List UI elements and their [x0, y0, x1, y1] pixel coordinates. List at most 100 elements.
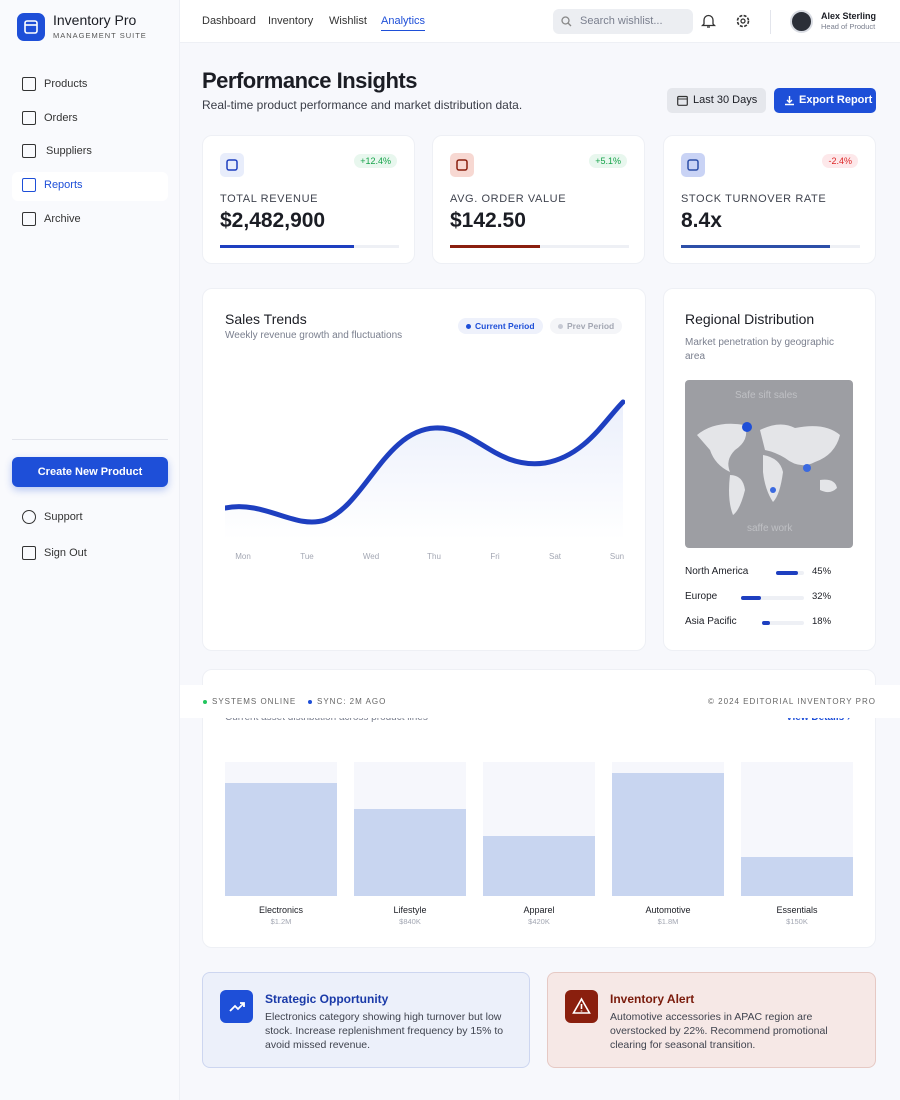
regional-title: Regional Distribution [685, 311, 815, 327]
page-subtitle: Real-time product performance and market… [202, 98, 523, 112]
search-placeholder: Search wishlist... [580, 15, 663, 27]
nav-icon [22, 144, 36, 158]
world-map: Safe sift sales saffe work [685, 380, 853, 548]
kpi-change: +12.4% [354, 154, 397, 168]
legend-label: Prev Period [567, 321, 615, 331]
bar-value: $1.8M [657, 917, 679, 926]
copyright: © 2024 EDITORIAL INVENTORY PRO [708, 697, 876, 706]
status-dot [308, 700, 312, 704]
region-share: 32% [812, 591, 832, 602]
kpi-card: +5.1% AVG. ORDER VALUE $142.50 [432, 135, 645, 264]
kpi-progress [681, 245, 830, 248]
kpi-icon [220, 153, 244, 177]
region-name: Asia Pacific [685, 616, 737, 627]
nav-item[interactable]: Products [44, 78, 88, 90]
sales-subtitle: Weekly revenue growth and fluctuations [225, 330, 403, 341]
region-bar [741, 596, 761, 600]
bar [225, 783, 337, 896]
footer-link[interactable]: Support [44, 511, 83, 523]
trend-area [225, 402, 623, 540]
nav-item[interactable]: Orders [44, 112, 78, 124]
alert-text: Electronics category showing high turnov… [265, 1011, 504, 1051]
brand-title: Inventory Pro [53, 12, 137, 28]
kpi-track [450, 245, 629, 248]
alert-icon [565, 990, 598, 1023]
kpi-progress [450, 245, 540, 248]
alert-inventory: Inventory Alert Automotive accessories i… [547, 972, 876, 1068]
kpi-label: STOCK TURNOVER RATE [681, 193, 827, 205]
search-box[interactable]: Search wishlist... [553, 9, 693, 34]
bar-label: Essentials [776, 905, 818, 915]
nav-tab[interactable]: Analytics [381, 15, 426, 31]
map-watermark: saffe work [747, 523, 793, 534]
region-share: 45% [812, 566, 832, 577]
regional-subtitle: Market penetration by geographic area [685, 337, 834, 362]
bar [741, 857, 853, 896]
bell-icon[interactable] [701, 13, 716, 29]
bar-value: $150K [786, 917, 808, 926]
trend-line [225, 399, 625, 525]
bar-value: $840K [399, 917, 421, 926]
kpi-progress [220, 245, 355, 248]
calendar-icon [677, 95, 688, 106]
nav-tab[interactable]: Wishlist [329, 15, 367, 27]
topbar [180, 0, 900, 43]
map-shapes [697, 422, 840, 515]
nav-icon [22, 77, 36, 91]
date-range-button[interactable]: Last 30 Days [667, 88, 766, 113]
search-icon [561, 16, 572, 27]
bar-label: Electronics [258, 905, 304, 915]
x-axis-label: Wed [362, 552, 380, 561]
region-track [762, 621, 804, 625]
bar-label: Apparel [523, 905, 555, 915]
legend-label: Current Period [475, 321, 535, 331]
nav-item[interactable]: Archive [44, 213, 81, 225]
bar-label: Automotive [645, 905, 691, 915]
nav-item[interactable]: Suppliers [46, 145, 92, 157]
alert-icon [220, 990, 253, 1023]
legend-current[interactable]: Current Period [458, 318, 543, 334]
kpi-label: TOTAL REVENUE [220, 193, 319, 205]
alert-opportunity: Strategic Opportunity Electronics catego… [202, 972, 530, 1068]
kpi-card: +12.4% TOTAL REVENUE $2,482,900 [202, 135, 415, 264]
avatar[interactable] [790, 10, 813, 33]
kpi-value: $2,482,900 [220, 209, 326, 232]
bar [612, 773, 724, 896]
kpi-change: +5.1% [589, 154, 627, 168]
alert-title: Strategic Opportunity [265, 992, 389, 1006]
status-bar: SYSTEMS ONLINE SYNC: 2M AGO © 2024 EDITO… [180, 685, 900, 718]
user-role: Head of Product [821, 22, 876, 31]
cta-button[interactable]: Create New Product [12, 457, 168, 487]
trend-chart [225, 399, 625, 540]
bar-value: $420K [528, 917, 550, 926]
kpi-value: $142.50 [450, 209, 526, 232]
bar-label: Lifestyle [393, 905, 427, 915]
footer-icon [22, 546, 36, 560]
x-axis-label: Thu [427, 552, 441, 561]
kpi-change: -2.4% [822, 154, 858, 168]
kpi-value: 8.4x [681, 209, 722, 232]
nav-tab[interactable]: Inventory [268, 15, 314, 27]
logo-icon [24, 20, 38, 34]
kpi-card: -2.4% STOCK TURNOVER RATE 8.4x [663, 135, 876, 264]
export-button[interactable]: Export Report [774, 88, 876, 113]
bar-value: $1.2M [270, 917, 292, 926]
kpi-icon [450, 153, 474, 177]
settings-icon[interactable] [735, 13, 751, 29]
sales-title: Sales Trends [225, 311, 307, 327]
page-title: Performance Insights [202, 68, 417, 93]
nav-item[interactable]: Reports [44, 179, 83, 191]
date-range-label: Last 30 Days [693, 94, 758, 106]
legend-prev[interactable]: Prev Period [550, 318, 623, 334]
region-bar [762, 621, 770, 625]
brand-subtitle: MANAGEMENT SUITE [53, 31, 147, 40]
x-axis-label: Sat [548, 552, 562, 561]
alert-title: Inventory Alert [610, 992, 695, 1006]
kpi-label: AVG. ORDER VALUE [450, 193, 567, 205]
region-track [741, 596, 804, 600]
bar [354, 809, 466, 896]
footer-link[interactable]: Sign Out [44, 547, 87, 559]
x-axis-label: Mon [235, 552, 251, 561]
nav-tab[interactable]: Dashboard [202, 15, 256, 27]
